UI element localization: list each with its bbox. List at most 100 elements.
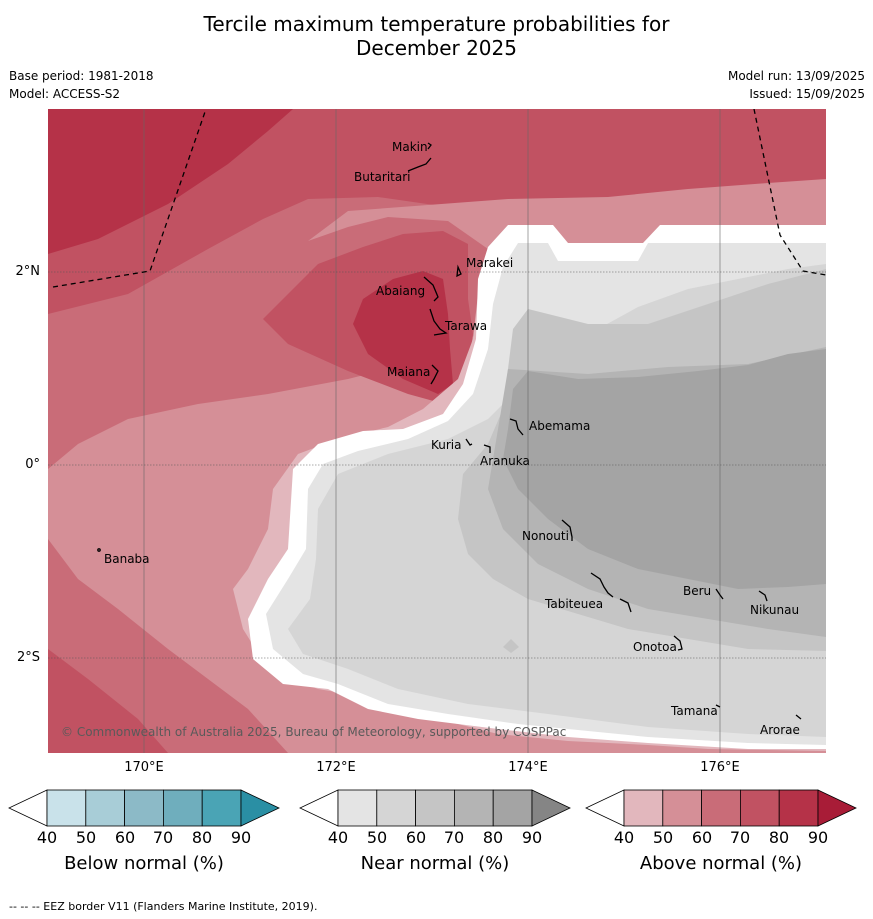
colorbar-segment xyxy=(739,789,780,827)
island-onotoa xyxy=(673,635,683,651)
label-maiana: Maiana xyxy=(387,365,430,379)
colorbar-segment xyxy=(46,789,87,827)
colorbar-segment xyxy=(701,789,741,827)
colorbar-segment xyxy=(376,789,417,827)
colorbar-segment xyxy=(453,789,494,827)
label-tarawa: Tarawa xyxy=(444,319,487,333)
place-labels: Makin Butaritari Marakei Abaiang Tarawa … xyxy=(104,140,800,737)
issued-date: Issued: 15/09/2025 xyxy=(749,87,865,101)
island-tarawa xyxy=(429,308,448,336)
region-above-80-tarawa xyxy=(353,271,453,394)
colorbar-segment xyxy=(623,789,664,827)
tick: 50 xyxy=(366,828,388,847)
island-makin xyxy=(427,142,432,150)
colorbar-below-normal xyxy=(8,789,280,827)
tick: 40 xyxy=(36,828,58,847)
lon-label-174: 174°E xyxy=(508,760,548,775)
region-above-70-sw xyxy=(48,649,168,753)
region-near-small-patch xyxy=(503,639,519,653)
island-tabiteuea-north xyxy=(590,572,614,598)
colorbar-segment xyxy=(492,789,533,827)
label-arorae: Arorae xyxy=(760,723,800,737)
tick: 90 xyxy=(807,828,829,847)
tick: 90 xyxy=(230,828,252,847)
islands xyxy=(97,142,802,720)
copyright-notice: © Commonwealth of Australia 2025, Bureau… xyxy=(61,725,566,739)
tick: 40 xyxy=(613,828,635,847)
colorbar-below-swatches xyxy=(8,789,280,827)
colorbar-near-label: Near normal (%) xyxy=(360,853,510,874)
lon-label-176: 176°E xyxy=(700,760,740,775)
label-kuria: Kuria xyxy=(431,438,462,452)
tick: 50 xyxy=(75,828,97,847)
tick: 80 xyxy=(768,828,790,847)
colorbar-segment xyxy=(201,789,242,827)
tick: 90 xyxy=(521,828,543,847)
island-arorae xyxy=(795,714,802,720)
tick: 70 xyxy=(152,828,174,847)
colorbar-segment xyxy=(85,789,126,827)
colorbar-low-extend xyxy=(585,789,625,827)
region-near-80 xyxy=(503,349,826,589)
colorbar-below-label: Below normal (%) xyxy=(64,853,224,874)
label-aranuka: Aranuka xyxy=(480,454,530,468)
label-abaiang: Abaiang xyxy=(376,284,425,298)
label-banaba: Banaba xyxy=(104,552,150,566)
title-line-1: Tercile maximum temperature probabilitie… xyxy=(203,12,670,36)
region-above-70-north xyxy=(48,109,826,314)
tick: 40 xyxy=(327,828,349,847)
island-abemama xyxy=(509,418,524,436)
label-tabiteuea: Tabiteuea xyxy=(544,597,603,611)
tick: 80 xyxy=(482,828,504,847)
colorbar-low-extend xyxy=(8,789,48,827)
colorbar-near-swatches xyxy=(299,789,571,827)
island-banaba xyxy=(97,548,101,552)
eez-border-east xyxy=(753,109,826,276)
label-butaritari: Butaritari xyxy=(354,170,411,184)
colorbar-high-extend xyxy=(817,789,857,827)
colorbar-above-normal xyxy=(585,789,857,827)
eez-footnote: -- -- -- EEZ border V11 (Flanders Marine… xyxy=(9,900,318,913)
colorbar-above-swatches xyxy=(585,789,857,827)
colorbar-segment xyxy=(415,789,455,827)
tick: 70 xyxy=(729,828,751,847)
colorbar-segment xyxy=(778,789,819,827)
lat-label-2s: 2°S xyxy=(16,650,40,665)
tick: 70 xyxy=(443,828,465,847)
colorbar-segment xyxy=(337,789,378,827)
lat-label-2n: 2°N xyxy=(15,264,41,279)
island-nikunau xyxy=(758,590,768,602)
colorbar-above-label: Above normal (%) xyxy=(639,853,803,874)
tick: 50 xyxy=(652,828,674,847)
base-period: Base period: 1981-2018 xyxy=(9,69,154,83)
island-abaiang xyxy=(423,276,439,302)
label-tamana: Tamana xyxy=(670,704,718,718)
parallels xyxy=(48,271,826,659)
lon-label-170: 170°E xyxy=(124,760,164,775)
island-maiana xyxy=(430,364,439,385)
label-abemama: Abemama xyxy=(529,419,590,433)
title-line-2: December 2025 xyxy=(356,36,517,60)
eez-border xyxy=(52,109,826,288)
label-marakei: Marakei xyxy=(466,256,513,270)
colorbar-high-extend xyxy=(531,789,571,827)
lon-label-172: 172°E xyxy=(316,760,356,775)
model-run-date: Model run: 13/09/2025 xyxy=(727,69,865,83)
label-beru: Beru xyxy=(683,584,711,598)
tick: 60 xyxy=(114,828,136,847)
island-nonouti xyxy=(561,519,573,541)
label-makin: Makin xyxy=(392,140,428,154)
probability-map[interactable]: Makin Butaritari Marakei Abaiang Tarawa … xyxy=(48,109,826,753)
island-aranuka xyxy=(483,444,491,453)
lat-label-0: 0° xyxy=(25,457,40,472)
tick: 60 xyxy=(691,828,713,847)
label-nikunau: Nikunau xyxy=(750,603,799,617)
island-kuria xyxy=(465,438,473,446)
colorbar-segment xyxy=(162,789,203,827)
run-info: Model run: 13/09/2025 Issued: 15/09/2025 xyxy=(728,67,865,103)
model-name: Model: ACCESS-S2 xyxy=(9,87,121,101)
colorbar-segment xyxy=(662,789,703,827)
colorbar-segment xyxy=(124,789,164,827)
gridlines xyxy=(143,109,721,753)
map-title: Tercile maximum temperature probabilitie… xyxy=(0,12,873,60)
